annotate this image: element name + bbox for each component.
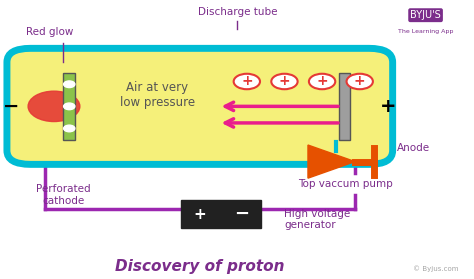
Circle shape bbox=[234, 74, 260, 89]
Text: The Learning App: The Learning App bbox=[398, 29, 453, 34]
Bar bbox=[64, 73, 75, 140]
Text: Top vaccum pump: Top vaccum pump bbox=[298, 179, 393, 189]
Text: +: + bbox=[380, 97, 396, 116]
Circle shape bbox=[28, 91, 80, 122]
Polygon shape bbox=[308, 145, 355, 178]
Bar bbox=[181, 200, 261, 228]
Circle shape bbox=[271, 74, 298, 89]
Circle shape bbox=[64, 103, 75, 110]
Text: +: + bbox=[241, 74, 253, 88]
Circle shape bbox=[64, 125, 75, 132]
Text: High voltage
generator: High voltage generator bbox=[284, 209, 351, 230]
Text: Air at very
low pressure: Air at very low pressure bbox=[120, 81, 195, 109]
Text: Discovery of proton: Discovery of proton bbox=[115, 259, 284, 274]
Text: BYJU'S: BYJU'S bbox=[410, 10, 441, 20]
Text: +: + bbox=[279, 74, 290, 88]
Text: −: − bbox=[3, 97, 20, 116]
Text: Red glow: Red glow bbox=[26, 27, 73, 37]
Circle shape bbox=[64, 81, 75, 88]
Text: −: − bbox=[235, 205, 250, 223]
Text: +: + bbox=[354, 74, 365, 88]
Text: +: + bbox=[316, 74, 328, 88]
Text: Perforated
cathode: Perforated cathode bbox=[36, 184, 91, 206]
Bar bbox=[338, 73, 350, 140]
Circle shape bbox=[309, 74, 335, 89]
Circle shape bbox=[346, 74, 373, 89]
FancyBboxPatch shape bbox=[7, 48, 392, 164]
Text: Anode: Anode bbox=[397, 143, 430, 153]
Text: © Byjus.com: © Byjus.com bbox=[413, 265, 458, 272]
Text: +: + bbox=[193, 206, 206, 222]
Text: Discharge tube: Discharge tube bbox=[198, 8, 277, 18]
